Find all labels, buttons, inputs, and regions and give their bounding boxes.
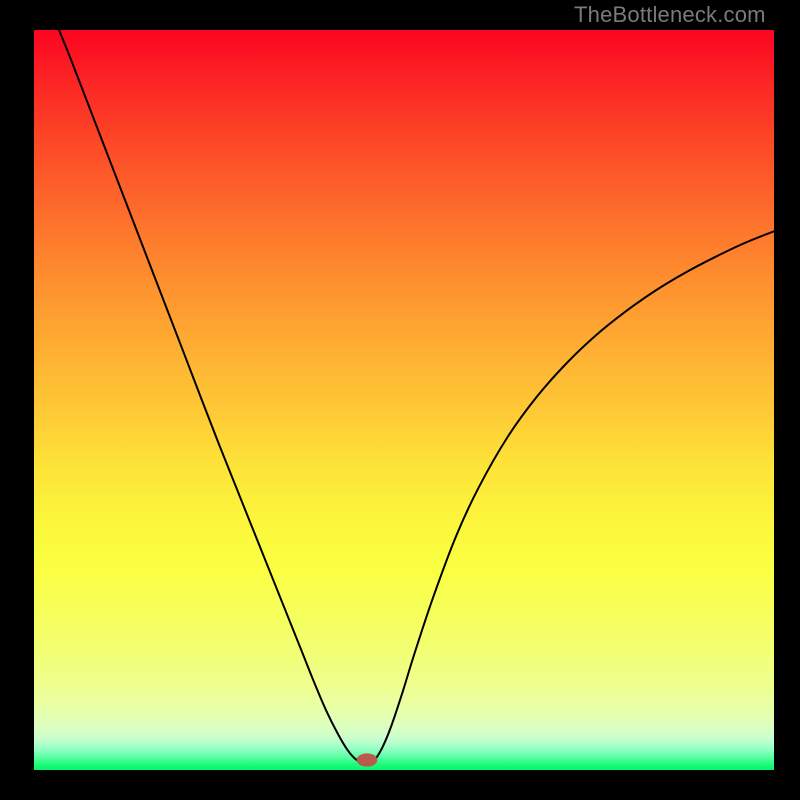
min-marker (357, 753, 378, 766)
gradient-background (34, 30, 774, 770)
watermark-text: TheBottleneck.com (574, 2, 766, 28)
plot-area (34, 30, 774, 770)
chart-svg (34, 30, 774, 770)
